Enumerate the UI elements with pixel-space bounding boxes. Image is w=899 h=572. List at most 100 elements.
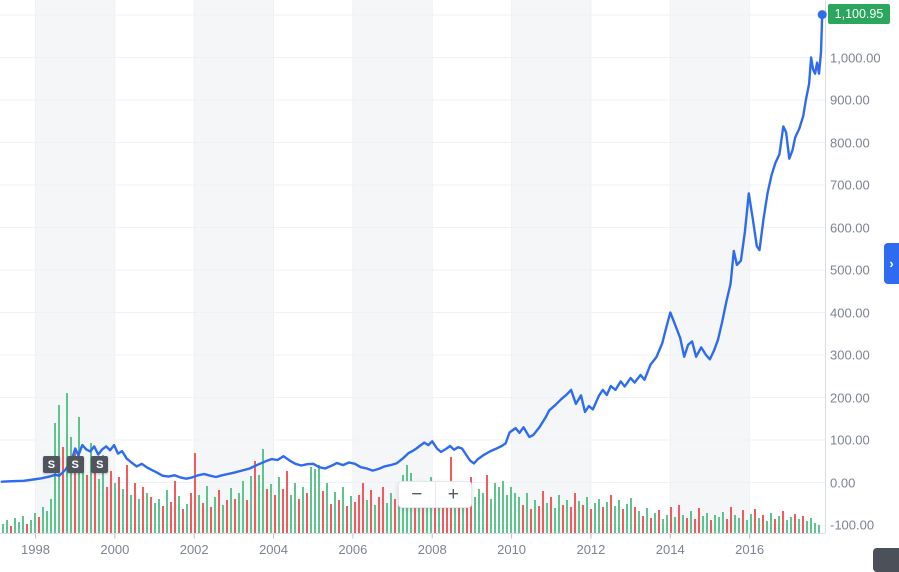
volume-bar [510, 487, 512, 533]
volume-bar [634, 507, 636, 533]
volume-bar [754, 509, 756, 533]
volume-bar [314, 469, 316, 533]
volume-bar [162, 506, 164, 533]
background-stripe [352, 0, 433, 534]
volume-bar [350, 496, 352, 533]
volume-bar [442, 499, 444, 533]
volume-bar [594, 503, 596, 533]
volume-bar [706, 513, 708, 533]
volume-bar [274, 495, 276, 533]
volume-bar [814, 523, 816, 533]
volume-bar [286, 471, 288, 533]
volume-bar [762, 515, 764, 533]
split-marker[interactable]: S [91, 456, 109, 473]
volume-bar [374, 505, 376, 533]
scroll-right-tab[interactable]: › [884, 243, 899, 284]
volume-bar [414, 495, 416, 533]
volume-bar [550, 497, 552, 533]
volume-bar [130, 495, 132, 533]
volume-bar [266, 489, 268, 533]
volume-bar [378, 497, 380, 533]
volume-bar [722, 512, 724, 533]
volume-bar [114, 483, 116, 533]
volume-bar [558, 495, 560, 533]
volume-bar [494, 483, 496, 533]
volume-bar [118, 477, 120, 533]
background-stripe [511, 0, 591, 534]
volume-bar [354, 502, 356, 533]
time-axis-label: 2016 [735, 542, 765, 557]
volume-bar [626, 504, 628, 533]
volume-bar [238, 493, 240, 533]
volume-bar [434, 497, 436, 533]
split-marker[interactable]: S [66, 456, 84, 473]
volume-bar [726, 519, 728, 533]
zoom-out-button[interactable]: − [411, 484, 423, 505]
volume-bar [798, 519, 800, 533]
volume-bar [502, 481, 504, 533]
volume-bar [362, 483, 364, 533]
background-stripe [35, 0, 115, 534]
time-axis-label: 2004 [259, 542, 288, 557]
volume-bar [86, 475, 88, 533]
volume-bar [566, 500, 568, 533]
volume-bar [670, 507, 672, 533]
volume-bar [34, 513, 36, 533]
volume-bar [38, 517, 40, 533]
volume-bar [610, 495, 612, 533]
bottom-right-corner-button[interactable] [873, 548, 899, 572]
volume-bar [294, 483, 296, 533]
volume-bar [810, 518, 812, 533]
volume-bar [702, 516, 704, 533]
volume-bar [518, 497, 520, 533]
price-axis-label: 400.00 [830, 305, 870, 320]
time-axis-label: 2000 [100, 542, 130, 557]
volume-bar [654, 513, 656, 533]
volume-bar [98, 479, 100, 533]
volume-bar [746, 520, 748, 533]
split-marker[interactable]: S [42, 456, 60, 473]
volume-bar [390, 493, 392, 533]
volume-bar [258, 475, 260, 533]
volume-bar [490, 499, 492, 533]
volume-bar [818, 525, 820, 533]
volume-bar [302, 487, 304, 533]
volume-bar [622, 509, 624, 533]
time-axis-label: 2010 [497, 542, 527, 557]
volume-bar [574, 493, 576, 533]
volume-bar [110, 471, 112, 533]
zoom-control: − + [398, 481, 472, 508]
time-axis[interactable]: 1998 2000 2002 2004 2006 2008 2010 2012 2014 2016 [0, 534, 826, 567]
volume-bar [122, 489, 124, 533]
volume-bar [178, 496, 180, 533]
volume-bar [270, 484, 272, 533]
volume-bar [698, 508, 700, 533]
volume-bar [590, 509, 592, 533]
volume-bar [730, 507, 732, 533]
volume-bar [370, 490, 372, 533]
volume-bar [562, 505, 564, 533]
volume-bar [386, 503, 388, 533]
zoom-in-button[interactable]: + [434, 482, 472, 507]
price-axis-label: 300.00 [830, 347, 870, 363]
volume-bar [530, 509, 532, 533]
volume-bar [734, 515, 736, 533]
volume-bar [598, 499, 600, 533]
volume-bar [234, 499, 236, 533]
volume-bar [146, 493, 148, 533]
volume-bar [190, 493, 192, 533]
volume-bar [546, 503, 548, 533]
volume-bar [710, 520, 712, 533]
time-axis-label: 2008 [417, 542, 447, 557]
price-axis[interactable]: 1,000.00 900.00 800.00 700.00 600.00 500.00 40… [826, 0, 899, 534]
price-line[interactable] [0, 13, 824, 483]
volume-bar [806, 521, 808, 533]
time-axis-label: 2012 [576, 542, 606, 557]
volume-bar [170, 502, 172, 533]
chevron-right-icon: › [889, 256, 894, 271]
volume-bar [198, 495, 200, 533]
volume-bar [526, 493, 528, 533]
volume-bar [582, 505, 584, 533]
